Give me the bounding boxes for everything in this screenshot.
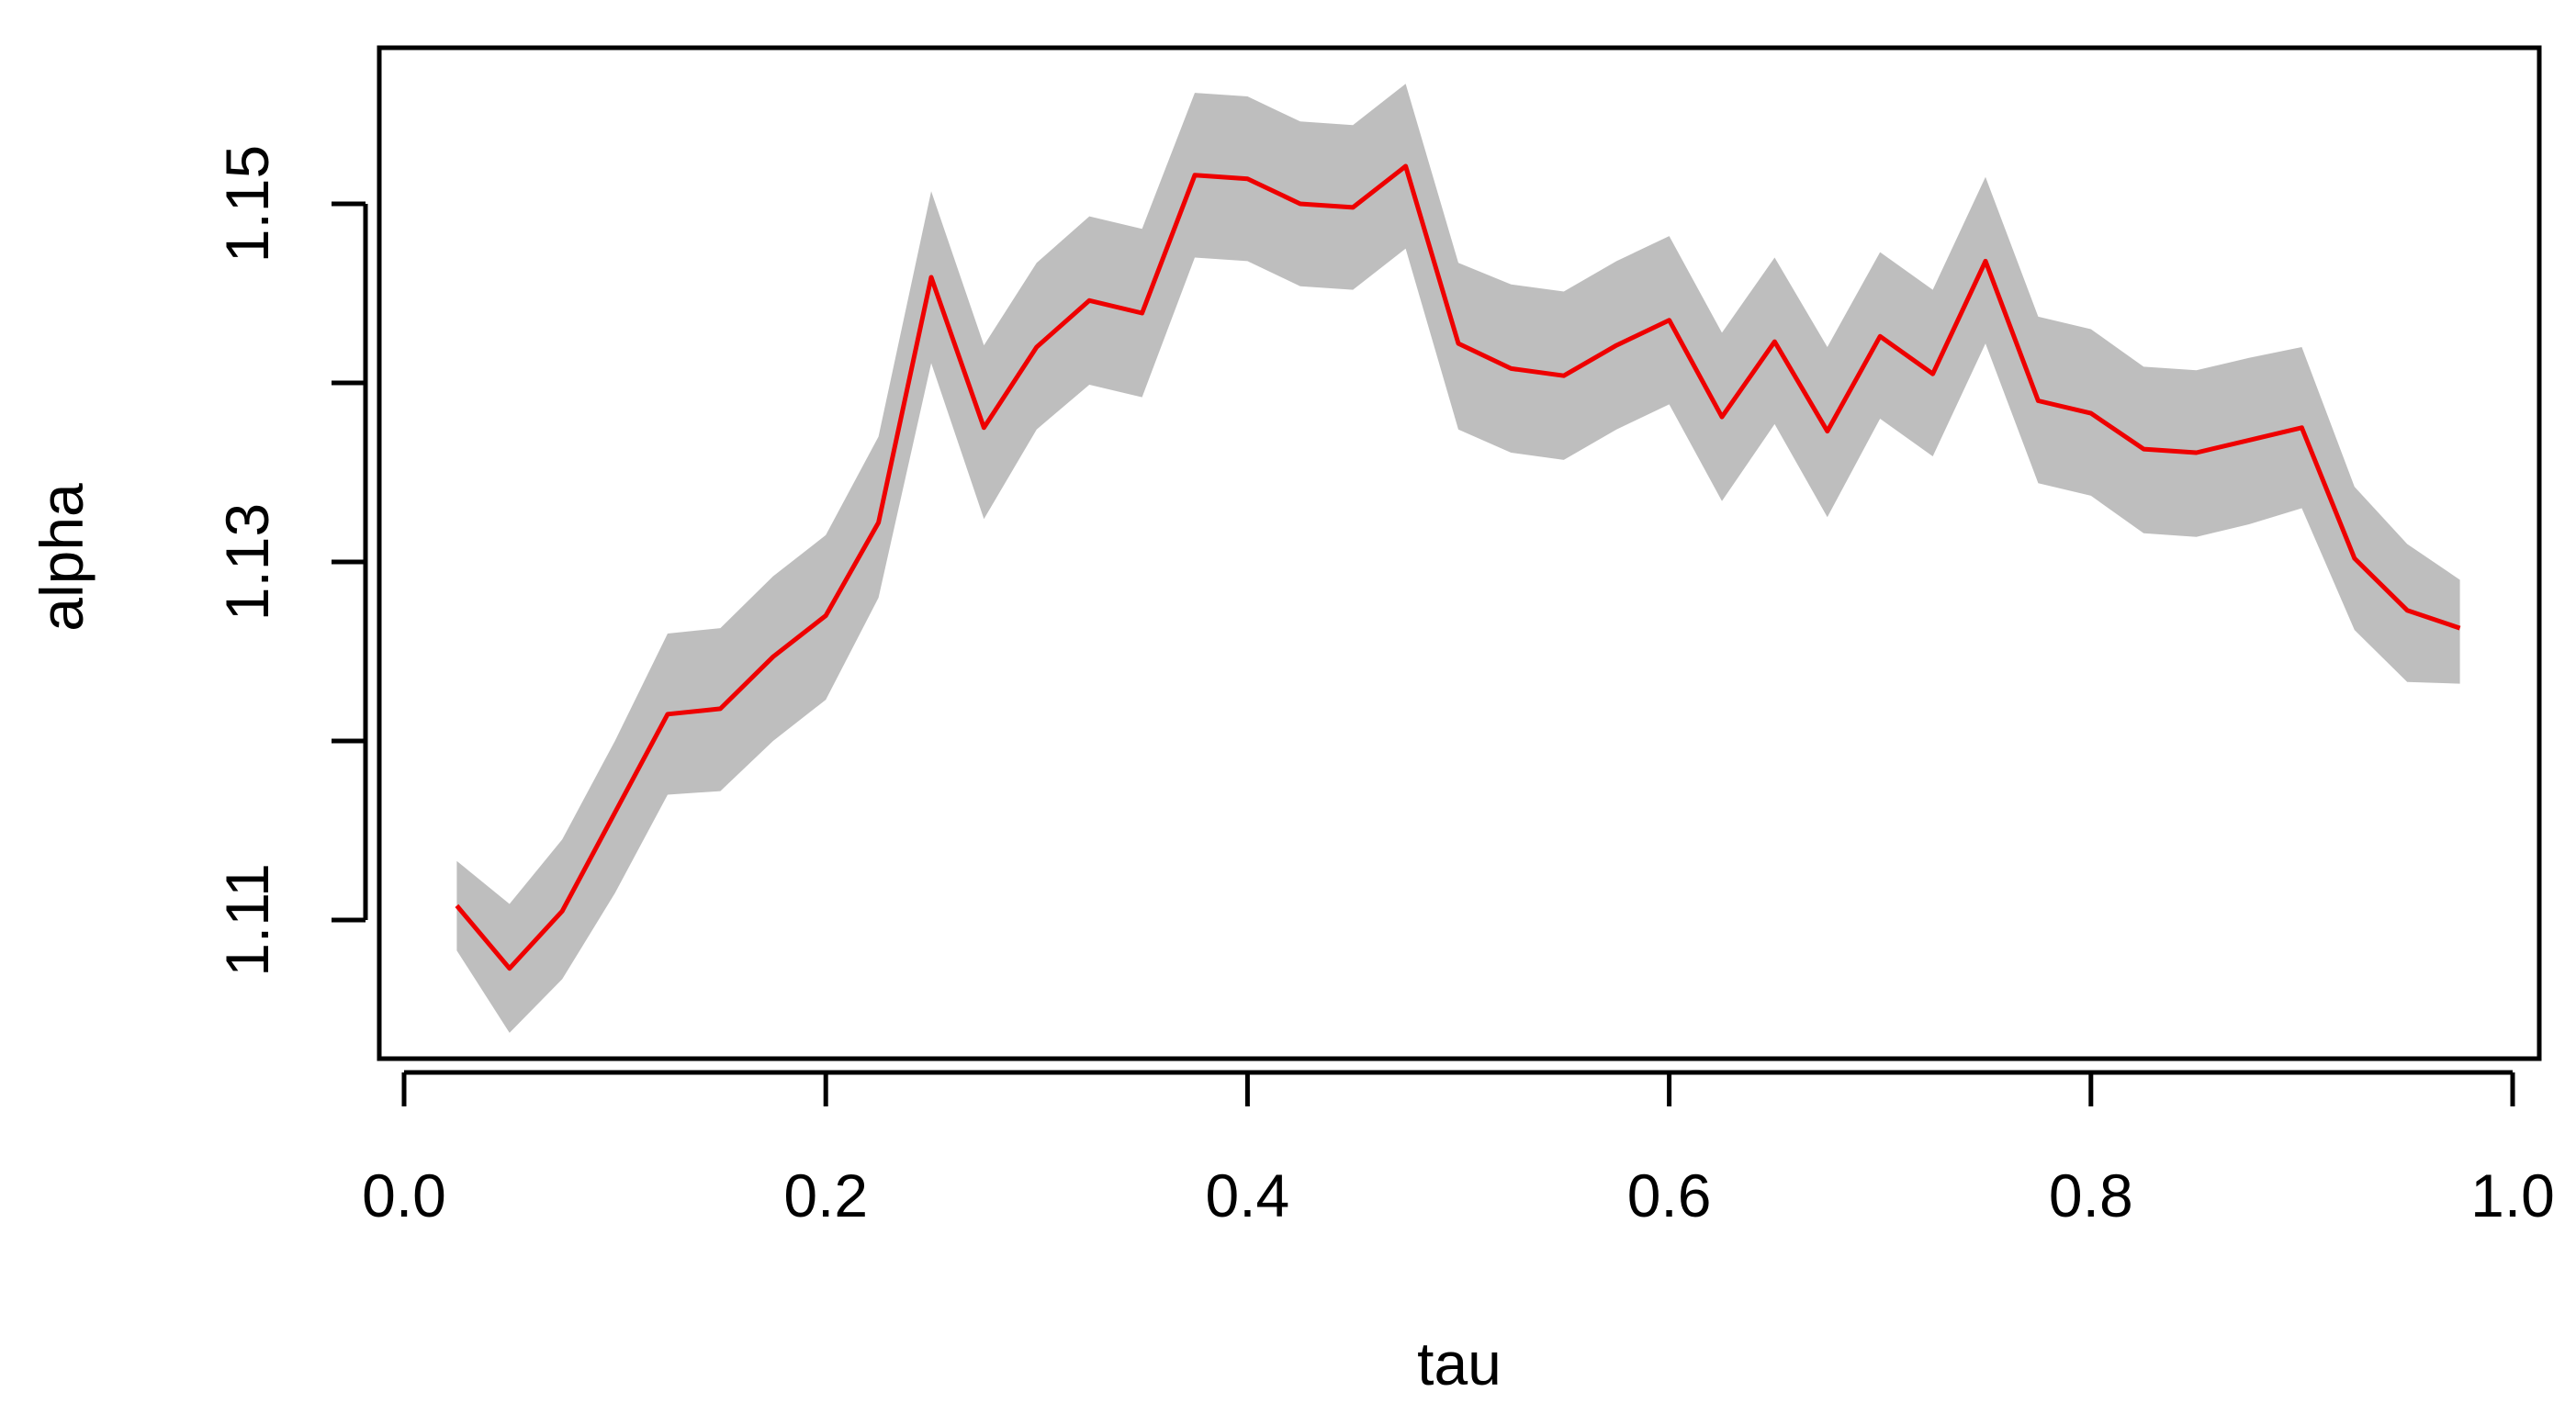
x-axis-title: tau bbox=[1417, 1330, 1502, 1397]
x-tick-label: 0.2 bbox=[783, 1162, 868, 1229]
x-axis: 0.0 0.2 0.4 0.6 0.8 1.0 bbox=[362, 1070, 2555, 1229]
confidence-band-layer bbox=[456, 84, 2460, 1033]
y-axis-title: alpha bbox=[28, 483, 96, 632]
x-tick-label: 0.4 bbox=[1206, 1162, 1290, 1229]
series-line bbox=[455, 163, 2461, 971]
y-axis: 1.11 1.13 1.15 bbox=[213, 145, 368, 977]
plot-frame bbox=[377, 45, 2542, 1061]
confidence-band bbox=[456, 84, 2460, 1033]
series-line-layer bbox=[455, 163, 2461, 971]
y-tick-label: 1.11 bbox=[213, 863, 281, 977]
y-tick-label: 1.13 bbox=[213, 503, 281, 621]
y-tick-label: 1.15 bbox=[213, 145, 281, 263]
x-tick-label: 1.0 bbox=[2470, 1162, 2555, 1229]
x-tick-label: 0.0 bbox=[362, 1162, 446, 1229]
x-tick-label: 0.8 bbox=[2049, 1162, 2133, 1229]
x-tick-label: 0.6 bbox=[1627, 1162, 1712, 1229]
